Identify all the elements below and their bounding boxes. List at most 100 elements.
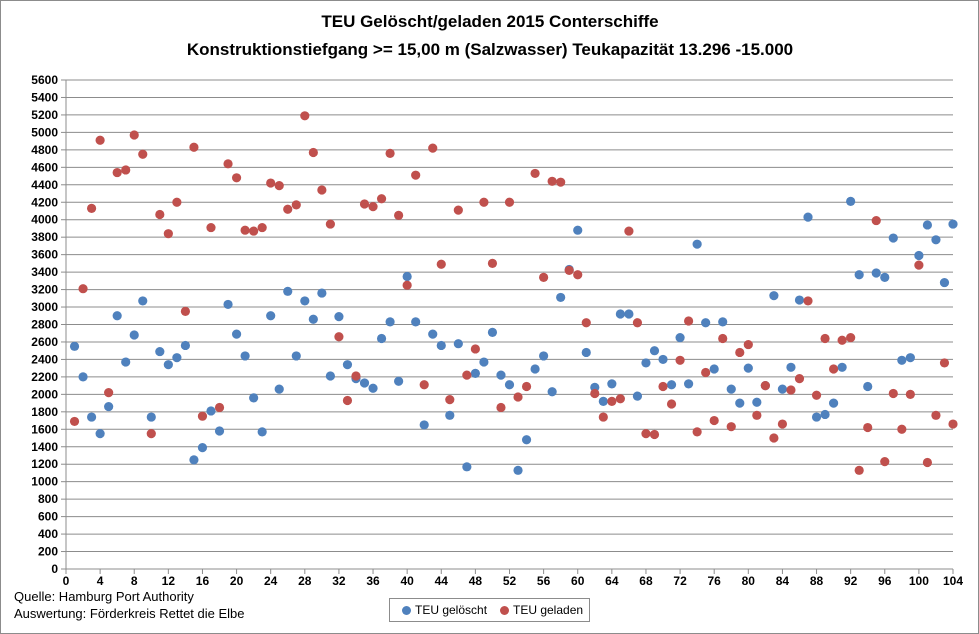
y-tick-label: 4200 [31,195,58,209]
point-geloescht [607,379,617,389]
point-geloescht [820,409,830,420]
point-geloescht [257,427,267,437]
x-tick-label: 96 [878,574,892,588]
y-tick-label: 2400 [31,352,58,366]
y-tick-label: 5400 [31,90,58,104]
point-geladen [291,200,301,210]
point-geladen [462,370,472,380]
point-geladen [78,284,88,294]
y-tick-label: 1200 [31,457,58,471]
point-geladen [556,177,566,187]
y-tick-label: 1800 [31,405,58,419]
point-geladen [684,316,694,326]
point-geloescht [888,233,898,243]
point-geladen [820,333,830,344]
y-tick-label: 2200 [31,370,58,384]
point-geladen [129,130,139,140]
point-geloescht [453,339,463,349]
y-tick-label: 5000 [31,125,58,139]
point-geladen [914,260,924,270]
point-geloescht [786,362,796,372]
point-geloescht [735,398,745,408]
point-geloescht [411,317,421,327]
point-geladen [598,412,608,422]
point-geloescht [615,309,625,319]
x-tick-label: 40 [400,574,414,588]
point-geloescht [922,220,933,230]
point-geladen [871,215,881,226]
point-geloescht [231,329,242,339]
point-geloescht [445,410,455,420]
point-geladen [189,142,199,152]
y-tick-label: 3800 [31,230,58,244]
x-tick-label: 60 [571,574,585,588]
point-geloescht [325,371,335,381]
point-geloescht [649,346,660,356]
point-geladen [180,306,191,317]
point-geloescht [837,362,847,372]
point-geloescht [521,435,532,445]
point-geloescht [794,295,805,305]
point-geloescht [223,299,233,310]
point-geladen [231,173,242,183]
point-geladen [615,394,625,404]
point-geladen [146,429,156,439]
point-geladen [735,347,745,358]
point-geloescht [846,196,856,206]
point-geladen [249,226,259,236]
y-tick-label: 200 [38,545,58,559]
point-geladen [487,258,498,268]
point-geladen [214,402,225,413]
legend-label-geladen: TEU geladen [513,603,584,617]
point-geloescht [718,317,728,327]
point-geladen [675,355,685,365]
point-geladen [837,335,847,345]
point-geladen [206,222,216,233]
point-geloescht [317,288,327,298]
y-tick-label: 2800 [31,318,58,332]
point-geloescht [359,378,370,388]
point-geladen [240,225,250,235]
point-geladen [939,358,950,368]
point-geladen [709,415,719,426]
point-geladen [573,270,583,280]
point-geladen [624,226,634,236]
point-geloescht [479,357,489,367]
point-geloescht [394,376,404,386]
point-geladen [897,424,907,434]
point-geloescht [197,443,208,453]
point-geladen [342,395,353,406]
point-geladen [257,222,267,233]
point-geladen [547,176,557,186]
point-geladen [445,394,455,405]
point-geladen [863,422,873,433]
point-geladen [197,411,208,421]
point-geloescht [419,420,429,430]
point-geladen [121,165,131,175]
point-geladen [223,159,233,169]
point-geladen [351,371,361,381]
point-geladen [308,147,318,158]
x-tick-label: 72 [673,574,687,588]
point-geloescht [854,270,864,280]
point-geladen [811,390,822,400]
point-geladen [846,332,856,343]
point-geloescht [684,379,694,389]
y-tick-label: 0 [51,562,58,576]
chart-subtitle: Konstruktionstiefgang >= 15,00 m (Salzwa… [187,40,793,59]
y-tick-label: 400 [38,527,58,541]
point-geloescht [573,225,583,235]
point-geladen [701,367,711,378]
x-tick-label: 4 [97,574,104,588]
point-geloescht [487,327,498,337]
x-tick-label: 48 [469,574,483,588]
source-note: Quelle: Hamburg Port Authority [14,589,194,604]
point-geloescht [112,311,122,321]
point-geladen [786,385,796,395]
x-tick-label: 24 [264,574,278,588]
point-geladen [104,388,114,398]
point-geloescht [880,272,890,282]
point-geloescht [462,462,472,472]
